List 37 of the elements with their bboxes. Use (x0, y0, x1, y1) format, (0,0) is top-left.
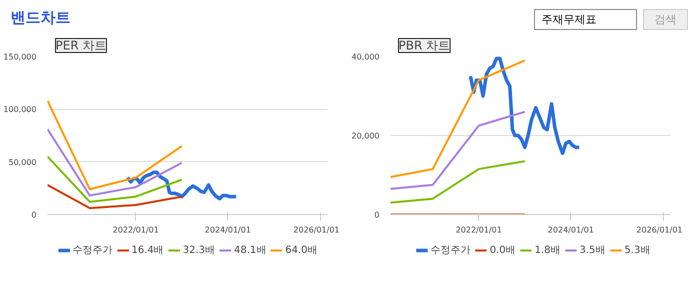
line-series (48, 184, 183, 210)
text: 주재무제표 (542, 13, 596, 26)
line-series (390, 110, 526, 190)
y-tick-label: 50,000 (8, 158, 37, 167)
chart-title: PBR 차트 (398, 38, 450, 52)
y-tick-label: 0 (374, 210, 380, 220)
legend-label: 3.5배 (580, 244, 606, 257)
x-tick-label: 2022/01/01 (112, 226, 159, 234)
legend-label: 수정주가 (72, 244, 112, 257)
x-tick-label: 2026/01/01 (636, 226, 682, 234)
legend-label: 5.3배 (624, 244, 650, 257)
chart-title: PER 차트 (56, 38, 106, 52)
x-tick-label: 2024/01/01 (204, 226, 251, 234)
y-tick-label: 150,000 (3, 52, 37, 62)
y-tick-label: 20,000 (352, 132, 380, 140)
line-series (390, 160, 526, 204)
x-tick-label: 2026/01/01 (293, 226, 340, 234)
legend-label: 32.3배 (182, 244, 215, 257)
legend-label: 수정주가 (430, 244, 471, 257)
line-series (48, 100, 183, 190)
y-tick-label: 0 (31, 210, 37, 220)
legend-label: 48.1배 (234, 244, 266, 257)
legend-label: 16.4배 (131, 244, 164, 257)
text: 밴드차트 (10, 8, 70, 26)
legend-label: 64.0배 (285, 244, 318, 257)
line-series (48, 128, 183, 197)
text: 검색 (654, 13, 676, 26)
line-series (468, 56, 581, 156)
line-series (126, 170, 238, 200)
y-tick-label: 100,000 (3, 105, 37, 114)
line-series (48, 156, 183, 203)
x-tick-label: 2022/01/01 (456, 226, 502, 234)
legend-label: 1.8배 (534, 244, 560, 257)
y-tick-label: 40,000 (352, 52, 380, 62)
x-tick-label: 2024/01/01 (548, 226, 594, 234)
legend-label: 0.0배 (490, 244, 516, 257)
line-series (390, 59, 526, 178)
